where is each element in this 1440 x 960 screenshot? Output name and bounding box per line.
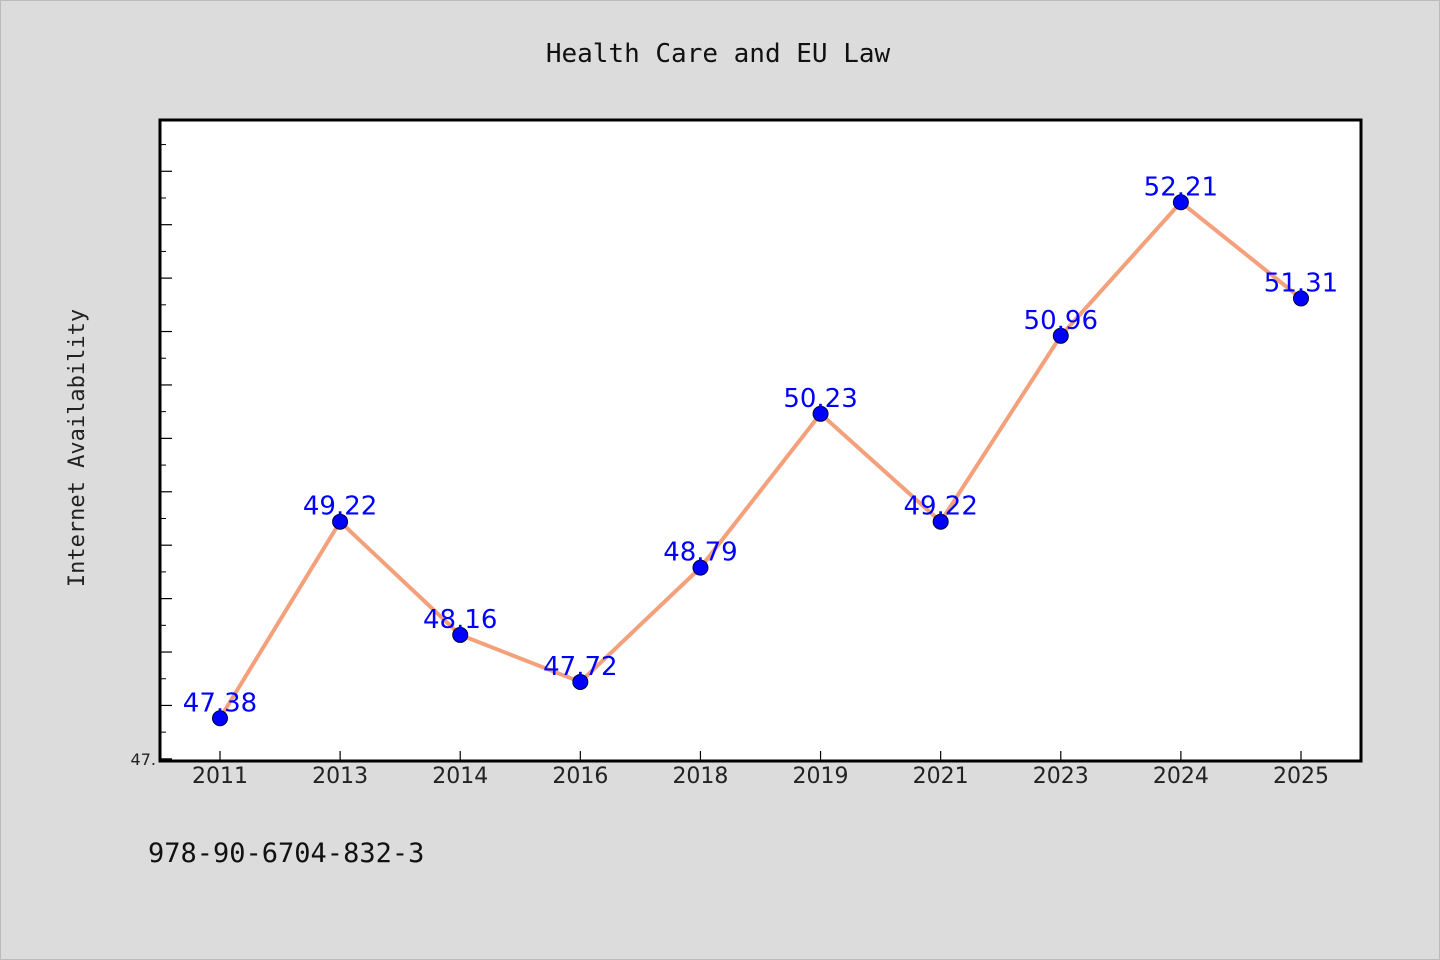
isbn-label: 978-90-6704-832-3 <box>148 838 424 869</box>
series-line-group <box>218 200 1303 720</box>
data-label: 52.21 <box>1144 172 1218 202</box>
data-labels: 47.38 49.22 48.16 47.72 48.79 50.23 49.22 50.96… <box>183 172 1338 718</box>
x-tick-label: 2024 <box>1153 764 1209 789</box>
data-point <box>932 513 949 530</box>
plot-area <box>158 118 1363 763</box>
data-label: 51.31 <box>1264 268 1338 298</box>
data-points <box>212 194 1309 727</box>
data-point <box>1052 327 1069 344</box>
x-tick-label: 2023 <box>1033 764 1089 789</box>
series-line <box>218 200 1303 720</box>
x-tick-label: 2013 <box>312 764 368 789</box>
data-label: 49.22 <box>303 492 377 522</box>
data-point <box>452 626 469 643</box>
data-point <box>1172 194 1189 211</box>
x-tick-label: 2018 <box>672 764 728 789</box>
data-label: 47.38 <box>183 688 257 718</box>
data-label: 50.96 <box>1024 306 1098 336</box>
data-point <box>212 710 228 727</box>
chart-title: Health Care and EU Law <box>546 39 891 69</box>
data-point <box>1293 290 1309 307</box>
y-tick-label: 47. <box>131 750 156 769</box>
data-label: 47.72 <box>543 652 617 682</box>
y-axis-label: Internet Availability <box>65 309 90 587</box>
x-tick-label: 2016 <box>552 764 608 789</box>
x-tick-label: 2025 <box>1273 764 1329 789</box>
data-label: 48.79 <box>663 538 737 568</box>
x-tick-label: 2014 <box>432 764 488 789</box>
data-label: 50.23 <box>783 384 857 414</box>
data-point <box>572 673 589 690</box>
data-point <box>812 405 829 422</box>
y-axis-ticks: 47. <box>131 144 172 769</box>
x-tick-label: 2021 <box>913 764 969 789</box>
data-point <box>692 559 709 576</box>
x-axis-ticks: 2011 2013 2014 2016 2018 2019 2021 2023 2024 2025 <box>192 751 1329 789</box>
data-point <box>332 513 349 530</box>
data-label: 49.22 <box>903 492 977 522</box>
data-label: 48.16 <box>423 605 497 635</box>
x-tick-label: 2019 <box>793 764 849 789</box>
x-tick-label: 2011 <box>192 764 248 789</box>
